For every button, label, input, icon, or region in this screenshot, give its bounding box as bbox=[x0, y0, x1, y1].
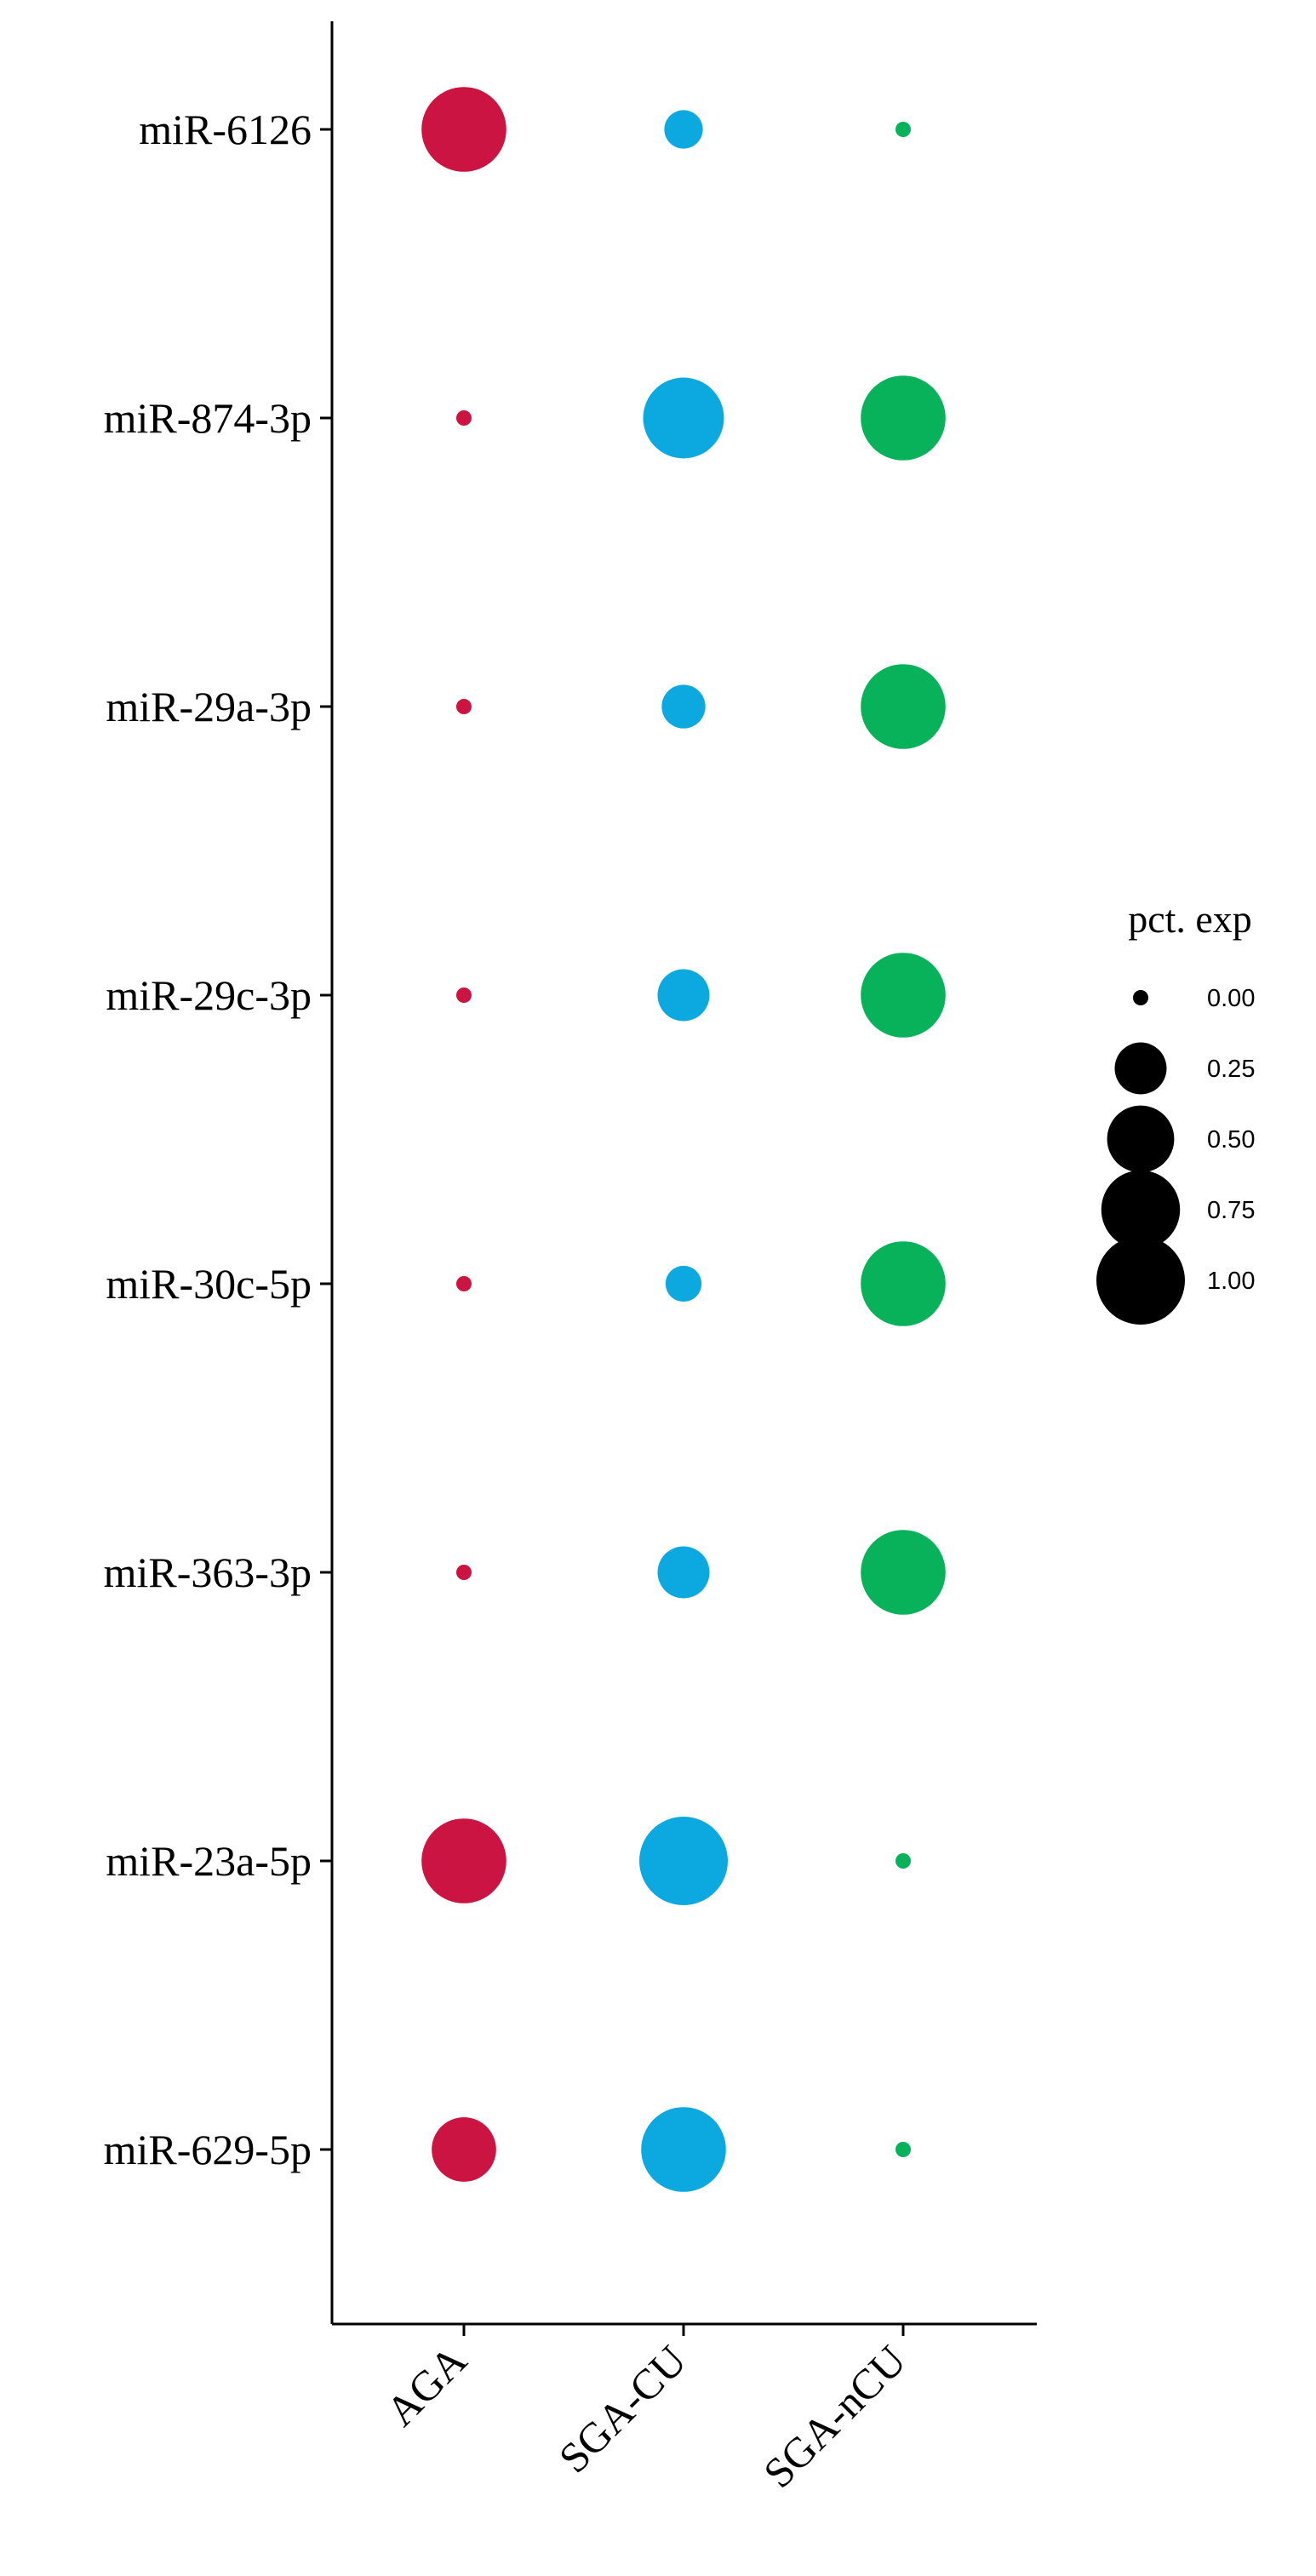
y-tick-label: miR-23a-5p bbox=[106, 1837, 312, 1885]
dot bbox=[456, 1565, 472, 1580]
dot bbox=[456, 1276, 472, 1291]
legend-dot bbox=[1101, 1170, 1181, 1250]
dot bbox=[665, 1265, 702, 1302]
legend-label: 0.25 bbox=[1207, 1056, 1255, 1083]
dot bbox=[895, 2142, 911, 2157]
x-axis-labels: AGA SGA-CU SGA-nCU bbox=[377, 2336, 915, 2497]
y-tick-label: miR-874-3p bbox=[104, 394, 312, 442]
y-tick-label: miR-6126 bbox=[139, 106, 312, 153]
legend-dot bbox=[1114, 1042, 1167, 1095]
dot bbox=[456, 699, 472, 714]
y-tick-label: miR-30c-5p bbox=[106, 1260, 312, 1308]
dot bbox=[421, 87, 506, 172]
axes bbox=[320, 21, 1037, 2336]
dot bbox=[456, 987, 472, 1003]
dot bbox=[639, 1817, 728, 1905]
y-tick-label: miR-629-5p bbox=[104, 2126, 312, 2173]
dot bbox=[664, 110, 703, 149]
dot bbox=[456, 410, 472, 426]
legend-label: 0.50 bbox=[1207, 1126, 1255, 1153]
x-tick-label: AGA bbox=[377, 2336, 476, 2435]
dot bbox=[895, 122, 911, 137]
dot bbox=[861, 375, 946, 461]
y-tick-label: miR-29c-3p bbox=[106, 971, 312, 1019]
legend-dot bbox=[1096, 1236, 1185, 1325]
x-tick-label: SGA-CU bbox=[550, 2336, 695, 2482]
y-axis-labels: miR-6126 miR-874-3p miR-29a-3p miR-29c-3p mi… bbox=[104, 106, 312, 2173]
legend-title: pct. exp bbox=[1128, 897, 1252, 941]
dot bbox=[661, 684, 706, 729]
dot bbox=[421, 1818, 506, 1903]
dot bbox=[861, 1241, 946, 1326]
dot bbox=[657, 1546, 710, 1599]
dot bbox=[895, 1853, 911, 1869]
size-legend: pct. exp 0.00 0.25 0.50 0.75 1.00 bbox=[1096, 897, 1255, 1325]
dot bbox=[861, 1530, 946, 1615]
dot bbox=[861, 953, 946, 1038]
dot bbox=[643, 377, 724, 459]
dot bbox=[657, 969, 710, 1022]
dot bbox=[641, 2107, 726, 2192]
dots bbox=[421, 87, 946, 2192]
legend-label: 1.00 bbox=[1207, 1268, 1255, 1295]
dot bbox=[432, 2117, 496, 2182]
legend-label: 0.00 bbox=[1207, 985, 1255, 1012]
legend-label: 0.75 bbox=[1207, 1197, 1255, 1224]
y-tick-label: miR-29a-3p bbox=[106, 683, 312, 730]
legend-dot bbox=[1133, 990, 1148, 1005]
legend-dot bbox=[1107, 1105, 1175, 1173]
y-tick-label: miR-363-3p bbox=[104, 1548, 312, 1596]
x-tick-label: SGA-nCU bbox=[754, 2336, 915, 2497]
dot bbox=[861, 664, 946, 749]
